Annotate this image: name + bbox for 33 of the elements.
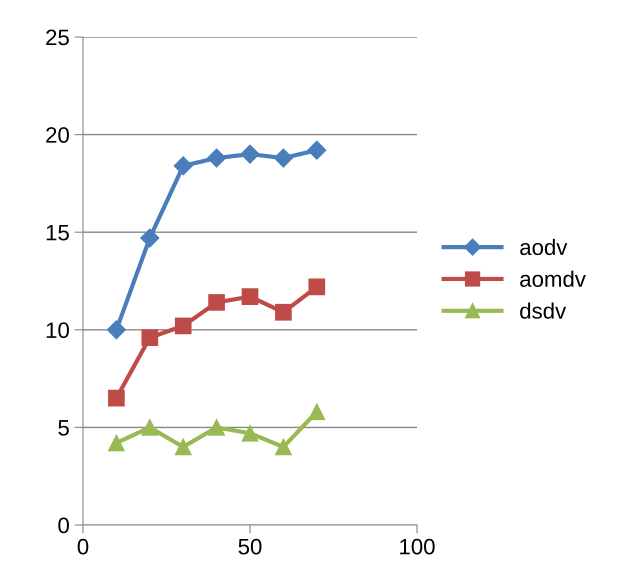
point bbox=[207, 148, 226, 168]
point bbox=[141, 419, 158, 436]
point bbox=[240, 144, 260, 164]
y-tick-label: 0 bbox=[58, 518, 69, 534]
point bbox=[141, 329, 158, 346]
legend-label: dsdv bbox=[520, 302, 566, 319]
point bbox=[308, 403, 326, 420]
legend-label: aomdv bbox=[520, 270, 586, 287]
y-tick-label: 25 bbox=[46, 30, 69, 46]
point bbox=[208, 419, 225, 436]
y-tick-label: 10 bbox=[46, 322, 69, 338]
point bbox=[275, 304, 292, 321]
point bbox=[274, 148, 293, 168]
x-tick-label: 0 bbox=[78, 538, 88, 555]
point bbox=[275, 438, 292, 456]
point bbox=[108, 434, 125, 452]
x-tick-label: 50 bbox=[238, 538, 262, 555]
point bbox=[174, 318, 192, 334]
point bbox=[242, 424, 258, 442]
point bbox=[140, 228, 160, 248]
x-tick-label: 100 bbox=[400, 538, 435, 555]
y-tick-label: 15 bbox=[46, 224, 69, 240]
point bbox=[208, 294, 225, 311]
y-tick-label: 5 bbox=[58, 420, 69, 436]
point bbox=[174, 438, 192, 456]
point bbox=[308, 278, 326, 296]
point bbox=[106, 320, 126, 340]
point bbox=[307, 140, 326, 160]
point bbox=[174, 156, 193, 176]
point bbox=[108, 390, 125, 406]
point bbox=[242, 288, 258, 305]
y-tick-label: 20 bbox=[46, 127, 69, 143]
legend-label: aodv bbox=[520, 238, 568, 256]
